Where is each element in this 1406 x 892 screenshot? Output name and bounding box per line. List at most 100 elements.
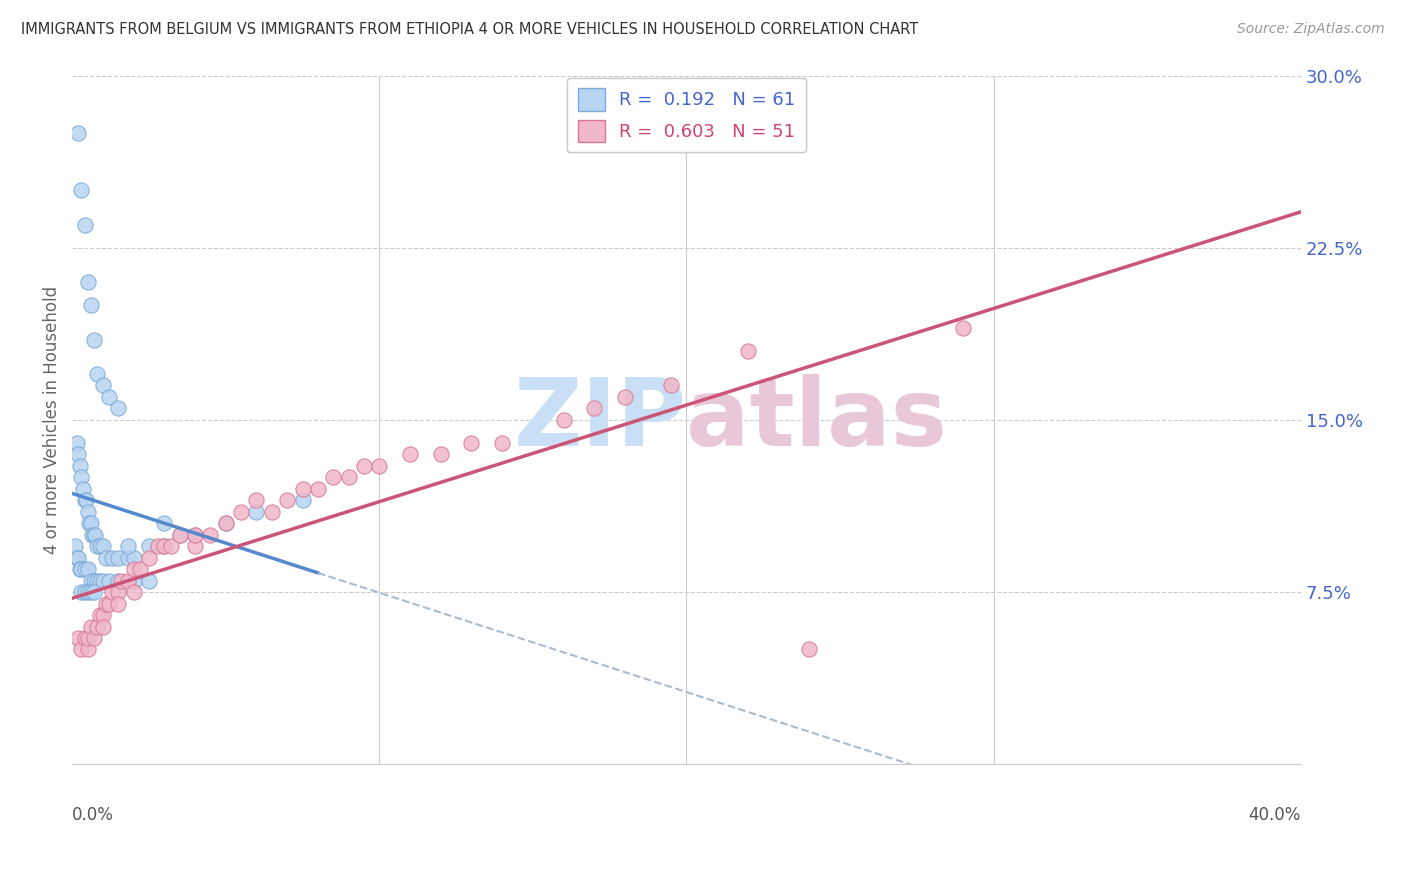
Point [148,539,170,553]
Point [91,539,114,553]
Point [107,550,129,565]
Point [107,401,129,416]
Point [107,597,129,611]
Point [231,505,253,519]
Point [215,516,238,531]
Point [73,493,96,508]
Point [79,574,101,588]
Text: ZIP: ZIP [513,374,686,466]
Point [86,367,108,381]
Point [153,539,176,553]
Point [122,585,145,599]
Point [76,631,98,645]
Point [107,574,129,588]
Point [138,539,160,553]
Point [89,608,111,623]
Point [245,505,267,519]
Point [67,631,90,645]
Text: IMMIGRANTS FROM BELGIUM VS IMMIGRANTS FROM ETHIOPIA 4 OR MORE VEHICLES IN HOUSEH: IMMIGRANTS FROM BELGIUM VS IMMIGRANTS FR… [21,22,918,37]
Point [76,505,98,519]
Legend: R =  0.192   N = 61, R =  0.603   N = 51: R = 0.192 N = 61, R = 0.603 N = 51 [567,78,806,153]
Point [79,298,101,312]
Point [70,642,93,657]
Point [65,539,87,553]
Point [107,585,129,599]
Point [200,527,222,541]
Point [122,550,145,565]
Point [460,435,482,450]
Point [70,585,93,599]
Point [276,493,298,508]
Point [89,574,111,588]
Point [184,527,207,541]
Point [75,493,97,508]
Point [98,574,121,588]
Point [138,574,160,588]
Point [66,435,89,450]
Point [122,562,145,576]
Point [128,562,150,576]
Point [117,539,139,553]
Point [83,585,105,599]
Point [91,574,114,588]
Point [83,574,105,588]
Point [169,527,191,541]
Point [73,218,96,232]
Point [69,562,91,576]
Point [94,550,117,565]
Point [73,631,96,645]
Point [67,550,90,565]
Point [184,539,207,553]
Point [337,470,360,484]
Point [159,539,181,553]
Point [184,527,207,541]
Point [614,390,637,404]
Point [79,585,101,599]
Point [76,275,98,289]
Point [952,321,974,335]
Point [73,562,96,576]
Point [353,458,375,473]
Text: Source: ZipAtlas.com: Source: ZipAtlas.com [1237,22,1385,37]
Text: 40.0%: 40.0% [1249,805,1301,823]
Point [91,608,114,623]
Point [368,458,391,473]
Point [70,470,93,484]
Point [86,539,108,553]
Point [553,413,575,427]
Point [94,597,117,611]
Point [98,390,121,404]
Point [77,516,100,531]
Point [84,527,107,541]
Point [138,550,160,565]
Text: atlas: atlas [686,374,948,466]
Text: 0.0%: 0.0% [72,805,114,823]
Point [245,493,267,508]
Point [737,344,759,359]
Point [91,378,114,392]
Point [89,539,111,553]
Point [86,574,108,588]
Point [291,482,314,496]
Point [76,562,98,576]
Point [429,447,451,461]
Point [70,562,93,576]
Point [307,482,329,496]
Point [101,585,124,599]
Point [153,539,176,553]
Point [69,458,91,473]
Point [117,574,139,588]
Point [76,642,98,657]
Point [169,527,191,541]
Point [291,493,314,508]
Point [583,401,606,416]
Point [491,435,513,450]
Point [83,527,105,541]
Point [86,619,108,633]
Point [215,516,238,531]
Point [117,550,139,565]
Point [153,516,176,531]
Point [659,378,682,392]
Y-axis label: 4 or more Vehicles in Household: 4 or more Vehicles in Household [44,285,60,554]
Point [799,642,821,657]
